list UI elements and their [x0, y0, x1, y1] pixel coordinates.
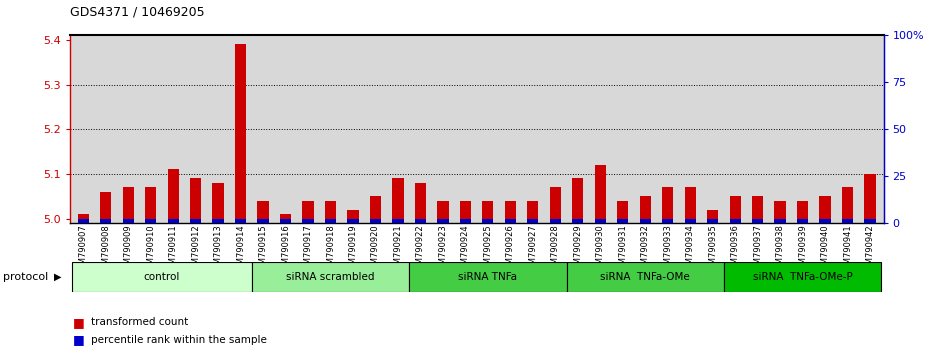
Bar	[145, 187, 156, 223]
Text: ▶: ▶	[54, 272, 61, 282]
Bar	[729, 196, 741, 223]
Bar	[392, 178, 404, 223]
Bar	[437, 201, 448, 223]
Bar	[819, 196, 830, 223]
Bar	[864, 219, 876, 223]
Bar	[842, 187, 853, 223]
Bar	[550, 187, 561, 223]
Bar	[77, 214, 89, 223]
Bar	[409, 262, 566, 292]
Bar	[437, 219, 448, 223]
Bar	[729, 219, 741, 223]
Bar	[190, 219, 201, 223]
Bar	[640, 219, 651, 223]
Bar	[775, 201, 786, 223]
Bar	[190, 178, 201, 223]
Bar	[123, 187, 134, 223]
Bar	[100, 219, 112, 223]
Bar	[594, 165, 605, 223]
Text: siRNA scrambled: siRNA scrambled	[286, 272, 375, 282]
Bar	[258, 219, 269, 223]
Bar	[252, 262, 409, 292]
Bar	[348, 210, 359, 223]
Text: siRNA  TNFa-OMe-P: siRNA TNFa-OMe-P	[752, 272, 853, 282]
Bar	[212, 219, 224, 223]
Bar	[325, 219, 336, 223]
Bar	[550, 219, 561, 223]
Bar	[459, 219, 471, 223]
Bar	[325, 201, 336, 223]
Bar	[662, 219, 673, 223]
Bar	[167, 219, 179, 223]
Bar	[797, 219, 808, 223]
Bar	[724, 262, 882, 292]
Bar	[707, 219, 718, 223]
Bar	[370, 196, 381, 223]
Bar	[864, 174, 876, 223]
Bar	[618, 219, 629, 223]
Bar	[662, 187, 673, 223]
Bar	[572, 219, 583, 223]
Bar	[505, 201, 516, 223]
Bar	[640, 196, 651, 223]
Bar	[684, 187, 696, 223]
Bar	[684, 219, 696, 223]
Text: ■: ■	[73, 333, 85, 346]
Bar	[707, 210, 718, 223]
Bar	[752, 196, 764, 223]
Bar	[819, 219, 830, 223]
Text: control: control	[144, 272, 180, 282]
Bar	[483, 219, 494, 223]
Bar	[145, 219, 156, 223]
Bar	[235, 44, 246, 223]
Text: transformed count: transformed count	[91, 317, 189, 327]
Bar	[302, 219, 313, 223]
Bar	[123, 219, 134, 223]
Bar	[527, 201, 538, 223]
Bar	[618, 201, 629, 223]
Bar	[566, 262, 724, 292]
Bar	[212, 183, 224, 223]
Bar	[100, 192, 112, 223]
Bar	[302, 201, 313, 223]
Bar	[72, 262, 252, 292]
Bar	[258, 201, 269, 223]
Text: siRNA  TNFa-OMe: siRNA TNFa-OMe	[601, 272, 690, 282]
Text: GDS4371 / 10469205: GDS4371 / 10469205	[70, 5, 205, 18]
Bar	[77, 219, 89, 223]
Text: percentile rank within the sample: percentile rank within the sample	[91, 335, 267, 345]
Bar	[370, 219, 381, 223]
Bar	[280, 219, 291, 223]
Bar	[752, 219, 764, 223]
Bar	[775, 219, 786, 223]
Bar	[415, 219, 426, 223]
Text: ■: ■	[73, 316, 85, 329]
Bar	[235, 219, 246, 223]
Bar	[842, 219, 853, 223]
Bar	[527, 219, 538, 223]
Bar	[483, 201, 494, 223]
Bar	[348, 219, 359, 223]
Bar	[594, 219, 605, 223]
Bar	[572, 178, 583, 223]
Text: siRNA TNFa: siRNA TNFa	[458, 272, 517, 282]
Bar	[167, 170, 179, 223]
Bar	[392, 219, 404, 223]
Bar	[280, 214, 291, 223]
Text: protocol: protocol	[3, 272, 48, 282]
Bar	[459, 201, 471, 223]
Bar	[415, 183, 426, 223]
Bar	[505, 219, 516, 223]
Bar	[797, 201, 808, 223]
